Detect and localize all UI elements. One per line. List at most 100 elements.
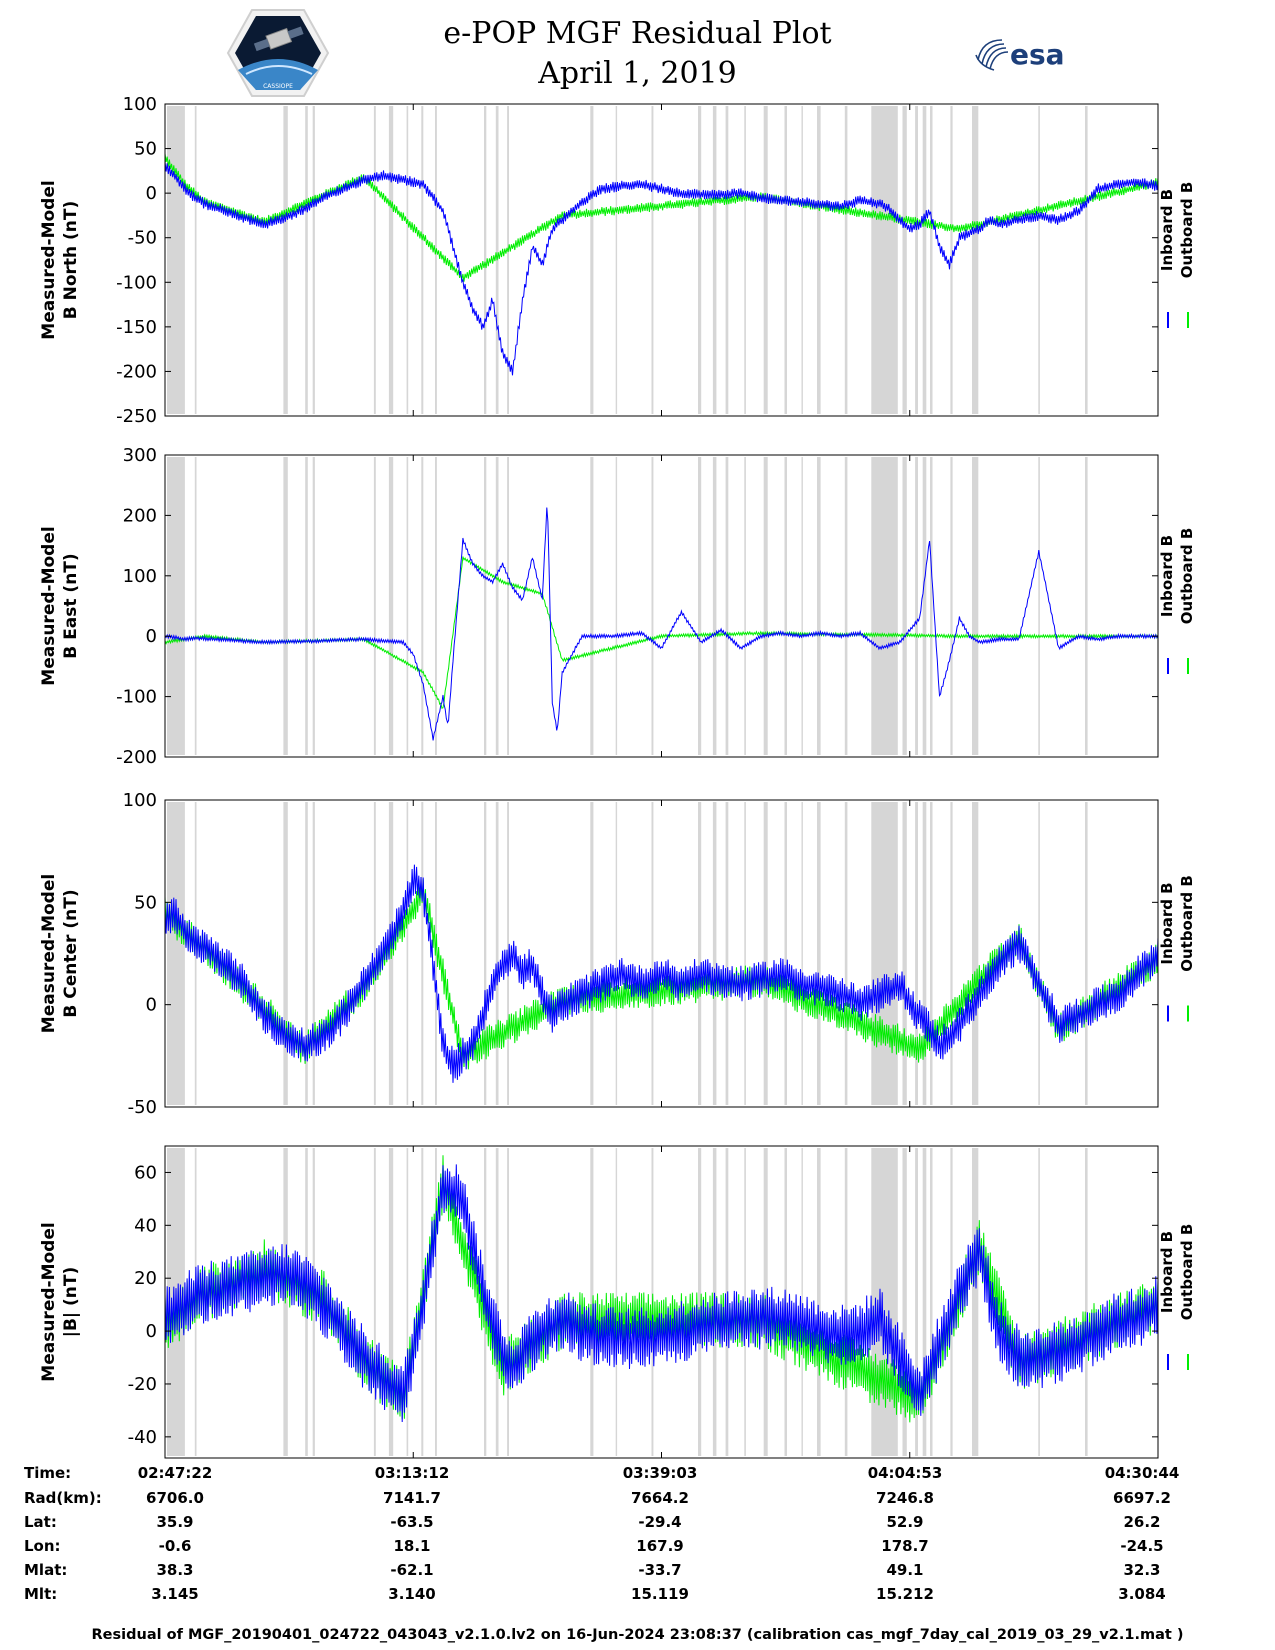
lon-value: 167.9	[636, 1537, 684, 1555]
y-tick-label: 100	[123, 790, 157, 811]
data-gap-band	[950, 802, 953, 1105]
data-gap-band	[1038, 1148, 1040, 1456]
data-gap-band	[421, 457, 424, 755]
data-gap-band	[590, 457, 594, 755]
data-gap-band	[763, 457, 768, 755]
data-gap-band	[744, 457, 746, 755]
time-value: 03:13:12	[374, 1464, 450, 1482]
data-gap-band	[817, 1148, 821, 1456]
data-gap-band	[484, 802, 487, 1105]
data-gap-band	[373, 802, 376, 1105]
data-gap-band	[972, 1148, 979, 1456]
data-gap-band	[950, 457, 953, 755]
data-gap-band	[725, 1148, 729, 1456]
y-tick-label: 100	[123, 94, 157, 115]
rad-value: 6697.2	[1113, 1489, 1171, 1507]
y-tick-label: 0	[146, 1321, 157, 1342]
footer-caption: Residual of MGF_20190401_024722_043043_v…	[91, 1627, 1184, 1643]
y-tick-label: -100	[116, 687, 157, 708]
esa-logo: esa	[975, 38, 1065, 71]
data-gap-band	[784, 802, 787, 1105]
data-gap-band	[801, 457, 803, 755]
data-gap-band	[421, 802, 424, 1105]
data-gap-band	[1085, 802, 1088, 1105]
data-gap-band	[615, 1148, 618, 1456]
y-axis-label-line: B Center (nT)	[61, 889, 81, 1017]
legend-inboard-label: Inboard B	[1158, 189, 1176, 271]
data-gap-band	[651, 106, 654, 414]
data-gap-band	[283, 106, 288, 414]
time-value: 02:47:22	[137, 1464, 213, 1482]
data-gap-band	[902, 457, 907, 755]
data-gap-band	[507, 802, 509, 1105]
data-gap-band	[651, 802, 654, 1105]
page-title: e-POP MGF Residual Plot April 1, 2019	[0, 14, 1275, 94]
lat-value: -63.5	[390, 1513, 434, 1531]
data-gap-band	[930, 1148, 933, 1456]
row-label-mlat: Mlat:	[24, 1561, 68, 1579]
data-gap-bands	[167, 457, 1088, 755]
y-tick-label: 100	[123, 566, 157, 587]
y-axis-label-line: B North (nT)	[61, 201, 81, 320]
data-gap-band	[801, 802, 803, 1105]
y-tick-label: -200	[116, 361, 157, 382]
lat-value: 52.9	[886, 1513, 924, 1531]
data-gap-band	[844, 106, 848, 414]
data-gap-band	[305, 457, 308, 755]
data-gap-band	[871, 457, 876, 755]
mlat-value: 49.1	[886, 1561, 924, 1579]
data-gap-band	[972, 802, 979, 1105]
data-gap-band	[844, 802, 848, 1105]
data-gap-band	[698, 1148, 702, 1456]
y-tick-label: 40	[134, 1215, 157, 1236]
data-gap-band	[871, 1148, 876, 1456]
data-gap-band	[590, 106, 594, 414]
legend-inboard-label: Inboard B	[1158, 535, 1176, 617]
data-gap-band	[507, 457, 509, 755]
data-gap-band	[915, 457, 918, 755]
rad-value: 6706.0	[146, 1489, 204, 1507]
title-line-2: April 1, 2019	[538, 56, 737, 91]
legend-outboard-label: Outboard B	[1178, 182, 1196, 279]
data-gap-band	[406, 106, 409, 414]
data-gap-band	[915, 1148, 918, 1456]
y-tick-label: -50	[128, 1097, 157, 1118]
data-gap-band	[590, 802, 594, 1105]
row-label-lon: Lon:	[24, 1537, 61, 1555]
data-gap-band	[507, 106, 509, 414]
data-gap-band	[1038, 457, 1040, 755]
panel-1: 100 50 0 -50 -100 -150 -200 -250 Measured-Model B…	[39, 94, 1196, 427]
data-gap-band	[712, 802, 717, 1105]
data-gap-band	[930, 106, 933, 414]
data-gap-band	[651, 457, 654, 755]
y-axis-label: Measured-Model B East (nT)	[39, 526, 81, 685]
data-gap-band	[1085, 1148, 1088, 1456]
time-value: 04:04:53	[867, 1464, 943, 1482]
legend-outboard-label: Outboard B	[1178, 1224, 1196, 1321]
legend: Inboard B Outboard B	[1158, 1224, 1196, 1370]
row-label-mlt: Mlt:	[24, 1585, 58, 1603]
data-gap-band	[930, 457, 933, 755]
legend: Inboard B Outboard B	[1158, 528, 1196, 674]
data-gap-band	[435, 1148, 437, 1456]
data-gap-band	[725, 802, 729, 1105]
y-tick-label: -200	[116, 747, 157, 768]
y-axis-label: Measured-Model B North (nT)	[39, 180, 81, 339]
rad-value: 7246.8	[876, 1489, 934, 1507]
rad-value: 7141.7	[383, 1489, 441, 1507]
data-gap-band	[712, 106, 717, 414]
data-gap-band	[615, 802, 618, 1105]
data-gap-band	[194, 457, 197, 755]
data-gap-band	[801, 1148, 803, 1456]
data-gap-band	[1085, 106, 1088, 414]
data-gap-band	[922, 1148, 927, 1456]
orbit-table: Time: Rad(km): Lat: Lon: Mlat: Mlt: 02:4…	[0, 1464, 1275, 1624]
data-gap-band	[167, 802, 185, 1105]
data-gap-band	[373, 1148, 376, 1456]
data-gap-band	[902, 106, 907, 414]
data-gap-band	[902, 802, 907, 1105]
data-gap-band	[312, 457, 315, 755]
inboard-trace	[164, 507, 1159, 741]
y-tick-label: 60	[134, 1162, 157, 1183]
data-gap-band	[871, 106, 876, 414]
